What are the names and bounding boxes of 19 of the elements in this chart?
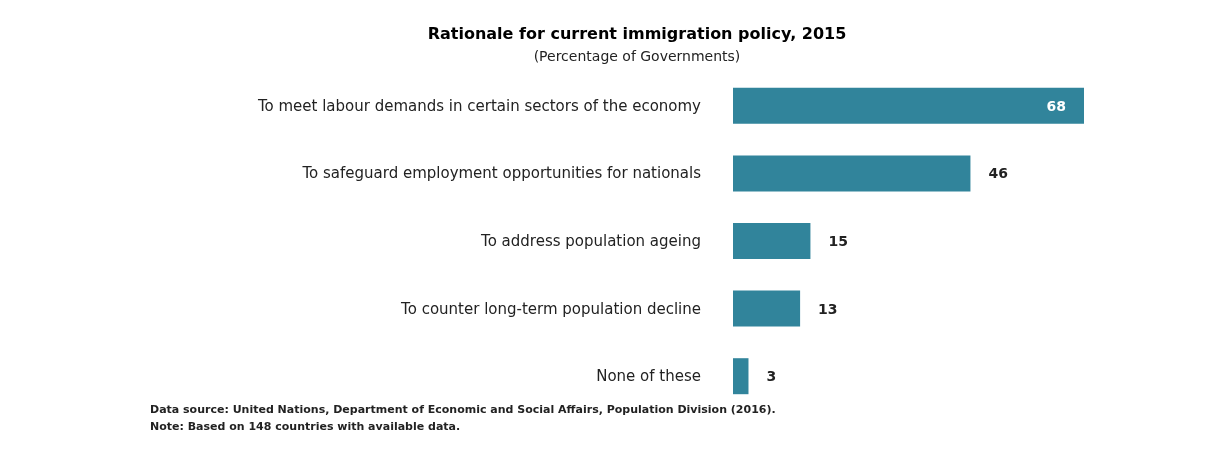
bar (733, 358, 749, 395)
annotation: Data source: United Nations, Department of Economic and Social Affairs, Population Division (2016). (150, 403, 776, 416)
y-tick-label: None of these (596, 367, 701, 386)
data-label: 68 (1046, 97, 1066, 114)
data-label: 3 (766, 368, 777, 385)
bar (733, 223, 811, 259)
data-label: 13 (818, 300, 838, 317)
y-tick-label: To meet labour demands in certain sectors of the economy (256, 96, 702, 115)
bar (733, 290, 801, 327)
y-tick-label: To counter long-term population decline (400, 299, 701, 318)
chart-title: Rationale for current immigration policy, 2015 (427, 23, 847, 43)
text: Note: Based on 148 countries with available data. (150, 420, 461, 433)
data-label: 15 (828, 233, 848, 249)
y-tick-label: To safeguard employment opportunities for nationals (301, 164, 702, 183)
y-tick-label: To address population ageing (480, 232, 701, 250)
data-label: 46 (988, 165, 1008, 182)
bar (733, 155, 971, 192)
bar (733, 87, 1084, 124)
chart-subtitle: (Percentage of Governments) (533, 48, 741, 64)
